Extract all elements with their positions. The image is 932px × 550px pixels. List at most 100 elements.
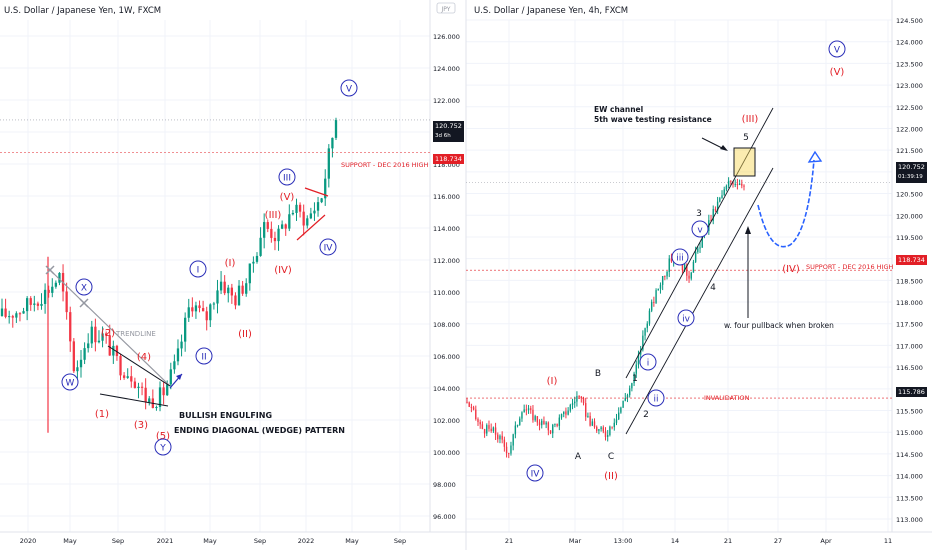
left-y-tick-label: 122.000: [433, 97, 460, 105]
right-candle: [571, 403, 574, 405]
right-candle: [727, 180, 730, 186]
right-candle: [574, 401, 576, 404]
left-y-tick-label: 104.000: [433, 385, 460, 393]
right-candle: [486, 425, 488, 434]
right-candle: [602, 427, 605, 432]
right-candle: [503, 439, 506, 447]
left-y-tick-label: 96.000: [433, 513, 456, 521]
right-candle: [547, 422, 550, 431]
right-candle: [650, 301, 653, 311]
right-blue-wave-label: IV: [531, 470, 541, 480]
right-candle: [521, 412, 523, 419]
left-candle: [209, 304, 212, 321]
breakout-arrow-head: [176, 374, 182, 380]
right-candle: [580, 396, 583, 399]
right-invalidation-text: INVALIDATION: [704, 394, 750, 402]
ew-channel-lower: [625, 167, 774, 435]
left-candle: [22, 311, 25, 314]
currency-badge-box: [436, 2, 456, 14]
right-x-tick-label: Mar: [569, 537, 582, 545]
right-invalidation-tag: 115.786: [896, 387, 927, 397]
right-candle: [587, 415, 589, 417]
right-candle: [653, 301, 655, 303]
left-candle: [198, 305, 201, 309]
right-candle: [497, 434, 499, 440]
left-blue-wave-label: W: [66, 379, 75, 389]
right-y-tick-label: 121.500: [896, 147, 923, 155]
left-candle: [169, 369, 172, 385]
right-x-tick-label: Apr: [820, 537, 832, 545]
left-blue-wave-label: X: [81, 284, 87, 294]
left-candle: [212, 303, 216, 305]
left-candle: [227, 287, 230, 294]
trendline-x-marker: [45, 265, 55, 275]
left-candle: [331, 137, 334, 149]
right-candle: [622, 400, 624, 408]
projection-arrow-head: [807, 150, 823, 163]
left-candle: [94, 326, 97, 343]
left-candle: [137, 386, 140, 388]
right-candle: [470, 406, 473, 408]
left-candle: [130, 376, 133, 382]
left-candle: [65, 291, 68, 313]
left-candle: [309, 213, 313, 219]
right-candle: [741, 183, 743, 186]
left-candle: [205, 311, 208, 321]
left-blue-wave-label: I: [197, 266, 200, 276]
right-blue-wave-label: i: [647, 359, 650, 369]
left-y-tick-label: 110.000: [433, 289, 460, 297]
left-candle: [119, 356, 122, 376]
left-candle: [11, 316, 14, 318]
left-candle: [166, 384, 169, 396]
right-candle: [545, 422, 547, 425]
left-x-tick-label: Sep: [254, 537, 266, 545]
left-candle: [263, 222, 266, 238]
right-candle: [646, 323, 648, 329]
right-candle: [591, 421, 594, 426]
left-top-wedge-upper: [304, 187, 329, 197]
right-y-tick-label: 123.000: [896, 82, 923, 90]
right-candle: [527, 408, 530, 411]
right-candle: [494, 427, 497, 435]
left-candle: [280, 224, 284, 229]
left-candle: [176, 348, 180, 362]
right-candle: [596, 426, 598, 431]
right-price-value: 120.752: [898, 163, 925, 171]
right-candle: [582, 398, 585, 404]
right-candle: [624, 397, 626, 401]
right-y-tick-label: 124.000: [896, 39, 923, 47]
right-candle: [477, 419, 479, 423]
left-candle: [259, 237, 262, 256]
right-candle: [536, 416, 539, 423]
left-candle: [219, 281, 223, 291]
left-candle: [298, 204, 302, 212]
left-candle: [306, 218, 309, 226]
left-candle: [69, 312, 72, 342]
left-y-tick-label: 126.000: [433, 33, 460, 41]
left-candle: [126, 376, 129, 378]
right-x-tick-label: 13:00: [614, 537, 633, 545]
left-candle: [83, 348, 86, 360]
right-candle: [532, 409, 534, 421]
right-candle: [725, 185, 728, 190]
left-chart-header: U.S. Dollar / Japanese Yen, 1W, FXCM: [4, 6, 162, 16]
left-price-timer: 3d 6h: [435, 133, 451, 139]
left-red-wave-label: (1): [95, 409, 109, 420]
right-candle: [692, 261, 695, 273]
left-candle: [133, 381, 137, 388]
projection-path: [757, 159, 815, 248]
left-red-wave-label: (V): [280, 192, 295, 203]
right-candle: [730, 180, 732, 182]
right-candle: [556, 423, 558, 426]
right-x-tick-label: 27: [774, 537, 782, 545]
right-candle: [501, 435, 503, 440]
left-y-tick-label: 98.000: [433, 481, 456, 489]
left-candle: [105, 333, 108, 336]
right-candle: [738, 183, 741, 186]
left-candle: [327, 148, 330, 179]
right-x-tick-label: 21: [505, 537, 513, 545]
right-candle: [635, 364, 637, 374]
left-candle: [248, 263, 251, 284]
left-candle: [108, 335, 111, 356]
left-candle: [0, 308, 4, 316]
